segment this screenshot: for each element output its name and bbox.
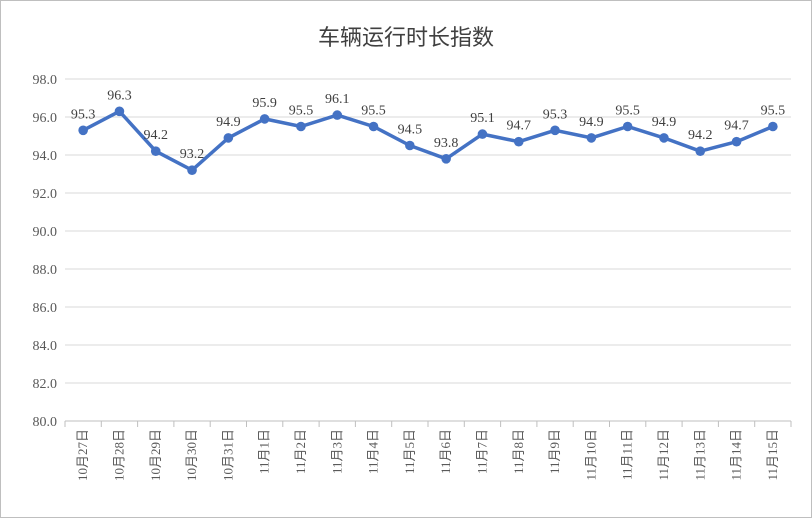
series-line — [81, 109, 775, 172]
data-label: 95.5 — [361, 104, 386, 119]
gridlines — [65, 78, 791, 422]
data-label: 95.5 — [615, 104, 640, 119]
data-label: 96.1 — [325, 92, 350, 107]
data-point — [114, 106, 125, 117]
data-point — [187, 165, 197, 175]
data-point — [513, 136, 524, 147]
data-label: 94.9 — [216, 115, 241, 130]
data-label: 93.2 — [180, 147, 205, 162]
x-tick-label: 11月12日 — [656, 429, 671, 481]
data-point — [332, 110, 343, 120]
y-tick-label: 88.0 — [33, 263, 58, 278]
data-point — [296, 121, 306, 132]
x-tick-label: 11月2日 — [293, 429, 308, 474]
data-label: 94.2 — [688, 128, 713, 143]
data-point — [550, 125, 560, 136]
data-point — [731, 136, 742, 147]
x-tick-label: 11月14日 — [729, 429, 744, 481]
data-label: 95.3 — [71, 107, 96, 122]
chart-title: 车辆运行时长指数 — [318, 26, 494, 51]
data-point — [768, 121, 778, 132]
y-tick-label: 84.0 — [33, 339, 58, 354]
data-point — [477, 129, 488, 139]
data-label: 95.5 — [761, 104, 786, 119]
data-point — [695, 146, 706, 156]
data-label: 94.7 — [724, 119, 749, 134]
y-tick-label: 80.0 — [33, 415, 58, 430]
data-point — [259, 114, 270, 124]
data-point — [441, 154, 451, 164]
x-tick-label: 11月13日 — [692, 429, 707, 481]
y-tick-label: 90.0 — [33, 225, 58, 240]
y-tick-label: 86.0 — [33, 301, 58, 316]
x-tick-label: 11月5日 — [402, 429, 417, 474]
x-tick-label: 11月11日 — [620, 429, 635, 480]
x-tick-label: 10月27日 — [75, 429, 90, 481]
y-tick-label: 96.0 — [33, 111, 58, 126]
x-tick-label: 11月6日 — [438, 429, 453, 474]
y-tick-label: 98.0 — [33, 73, 58, 88]
x-tick-label: 10月29日 — [148, 429, 163, 481]
data-point — [150, 146, 161, 156]
data-label: 95.1 — [470, 111, 495, 126]
data-point — [405, 140, 415, 151]
data-label: 95.9 — [252, 96, 277, 111]
x-tick-label: 11月7日 — [474, 429, 489, 474]
y-axis-ticks: 80.0 82.0 84.0 86.0 88.0 90.0 92.0 94.0 96.0 98.0 — [33, 73, 58, 430]
data-label: 93.8 — [434, 136, 459, 151]
data-label: 94.2 — [144, 128, 169, 143]
data-label: 96.3 — [107, 88, 132, 103]
data-label: 94.7 — [507, 119, 532, 134]
x-tick-label: 11月1日 — [257, 429, 272, 474]
x-tick-label: 11月15日 — [765, 429, 780, 481]
series-line-group — [81, 109, 775, 172]
data-point — [586, 133, 597, 143]
data-label: 94.9 — [652, 115, 677, 130]
x-tick-label: 11月10日 — [583, 429, 598, 481]
x-tick-label: 11月4日 — [366, 429, 381, 474]
data-point — [659, 133, 669, 143]
x-tick-label: 11月3日 — [329, 429, 344, 474]
x-tick-label: 10月28日 — [111, 429, 126, 481]
y-tick-label: 82.0 — [33, 377, 58, 392]
data-point — [223, 133, 234, 143]
x-axis-ticks: 10月27日 10月28日 10月29日 10月30日 10月31日 11月1日 11月2日… — [64, 421, 792, 481]
x-tick-label: 11月8日 — [511, 429, 526, 474]
data-label: 94.5 — [398, 123, 423, 138]
data-labels: 95.3 96.3 94.2 93.2 94.9 95.9 95.5 96.1 95.5 94.5… — [71, 88, 785, 162]
data-point — [622, 121, 633, 132]
x-tick-label: 10月31日 — [220, 429, 235, 481]
y-tick-label: 92.0 — [33, 187, 58, 202]
y-tick-label: 94.0 — [33, 149, 58, 164]
data-point — [368, 121, 379, 132]
data-label: 95.5 — [289, 104, 314, 119]
x-tick-label: 10月30日 — [184, 429, 199, 481]
data-label: 95.3 — [543, 107, 568, 122]
data-point — [78, 125, 88, 136]
series-points — [78, 106, 778, 175]
x-tick-label: 11月9日 — [547, 429, 562, 474]
data-label: 94.9 — [579, 115, 604, 130]
